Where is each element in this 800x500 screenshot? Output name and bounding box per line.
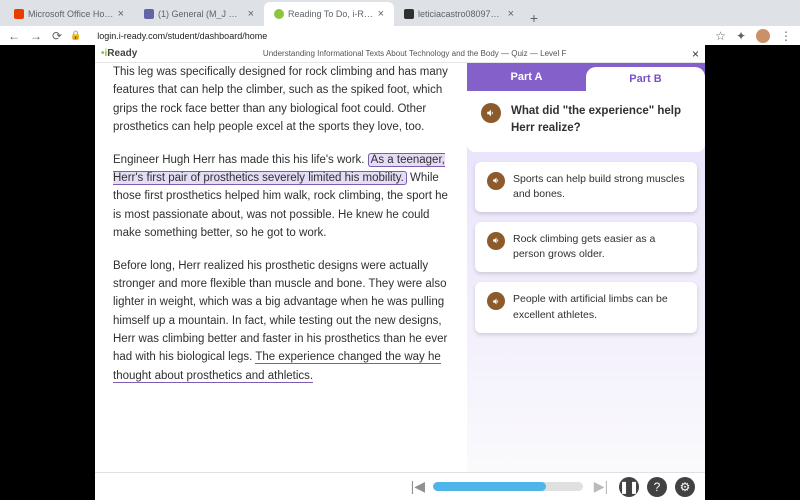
audio-icon[interactable]	[481, 103, 501, 123]
tab-title: leticiacastro080975 - brainly	[418, 9, 504, 19]
paragraph: This leg was specifically designed for r…	[113, 63, 449, 137]
question-prompt: What did "the experience" help Herr real…	[467, 91, 705, 152]
answer-text: People with artificial limbs can be exce…	[513, 292, 685, 322]
star-icon[interactable]: ☆	[715, 29, 726, 43]
tab-strip: Microsoft Office Home × (1) General (M_J …	[0, 0, 800, 26]
question-text: What did "the experience" help Herr real…	[511, 103, 691, 138]
back-icon[interactable]: ←	[8, 29, 20, 43]
paragraph: Engineer Hugh Herr has made this his lif…	[113, 151, 449, 243]
tab-title: Reading To Do, i-Ready	[288, 9, 374, 19]
tab-title: Microsoft Office Home	[28, 9, 114, 19]
answer-option[interactable]: Rock climbing gets easier as a person gr…	[475, 222, 697, 272]
tab-title: (1) General (M_J Grade 6 Mat	[158, 9, 244, 19]
tab-favicon	[404, 9, 414, 19]
answer-option[interactable]: Sports can help build strong muscles and…	[475, 162, 697, 212]
close-icon[interactable]: ×	[248, 8, 254, 20]
audio-icon[interactable]	[487, 232, 505, 250]
extensions-icon[interactable]: ✦	[736, 29, 746, 43]
iready-logo: •iReady	[101, 48, 137, 59]
audio-icon[interactable]	[487, 172, 505, 190]
close-lesson-button[interactable]: ×	[692, 47, 699, 61]
answer-text: Sports can help build strong muscles and…	[513, 172, 685, 202]
pause-button[interactable]: ❚❚	[619, 477, 639, 497]
tab-part-a[interactable]: Part A	[467, 63, 586, 91]
progress-fill	[433, 482, 546, 491]
answer-text: Rock climbing gets easier as a person gr…	[513, 232, 685, 262]
browser-chrome: Microsoft Office Home × (1) General (M_J …	[0, 0, 800, 45]
answer-option[interactable]: People with artificial limbs can be exce…	[475, 282, 697, 332]
url-input[interactable]: login.i-ready.com/student/dashboard/home	[89, 29, 707, 43]
answer-list: Sports can help build strong muscles and…	[467, 162, 705, 333]
settings-button[interactable]: ⚙	[675, 477, 695, 497]
left-black-bar	[0, 45, 95, 500]
lesson-title: Understanding Informational Texts About …	[137, 49, 692, 58]
question-panel: Part A Part B What did "the experience" …	[467, 63, 705, 472]
tab-favicon	[274, 9, 284, 19]
player-footer: |◀ ▶| ❚❚ ? ⚙	[95, 472, 705, 500]
close-icon[interactable]: ×	[118, 8, 124, 20]
reload-icon[interactable]: ⟳	[52, 29, 62, 43]
next-button[interactable]: ▶|	[591, 477, 611, 497]
address-bar: ← → ⟳ 🔒 login.i-ready.com/student/dashbo…	[0, 26, 800, 45]
paragraph: Before long, Herr realized his prostheti…	[113, 257, 449, 386]
close-icon[interactable]: ×	[508, 8, 514, 20]
right-black-bar	[705, 45, 800, 500]
profile-avatar[interactable]	[756, 29, 770, 43]
forward-icon[interactable]: →	[30, 29, 42, 43]
progress-bar[interactable]	[433, 482, 583, 491]
tab-office[interactable]: Microsoft Office Home ×	[4, 2, 134, 26]
part-tabs: Part A Part B	[467, 63, 705, 91]
tab-brainly[interactable]: leticiacastro080975 - brainly ×	[394, 2, 524, 26]
prev-button[interactable]: |◀	[411, 478, 425, 495]
tab-favicon	[14, 9, 24, 19]
tab-iready[interactable]: Reading To Do, i-Ready ×	[264, 2, 394, 26]
app-header: •iReady Understanding Informational Text…	[95, 45, 705, 63]
reading-passage: This leg was specifically designed for r…	[95, 63, 467, 472]
help-button[interactable]: ?	[647, 477, 667, 497]
tab-favicon	[144, 9, 154, 19]
audio-icon[interactable]	[487, 292, 505, 310]
tab-part-b[interactable]: Part B	[586, 67, 705, 91]
new-tab-button[interactable]: +	[524, 10, 544, 26]
content-area: •iReady Understanding Informational Text…	[0, 45, 800, 500]
lock-icon: 🔒	[70, 30, 81, 41]
close-icon[interactable]: ×	[378, 8, 384, 20]
menu-icon[interactable]: ⋮	[780, 29, 792, 43]
tab-teams[interactable]: (1) General (M_J Grade 6 Mat ×	[134, 2, 264, 26]
